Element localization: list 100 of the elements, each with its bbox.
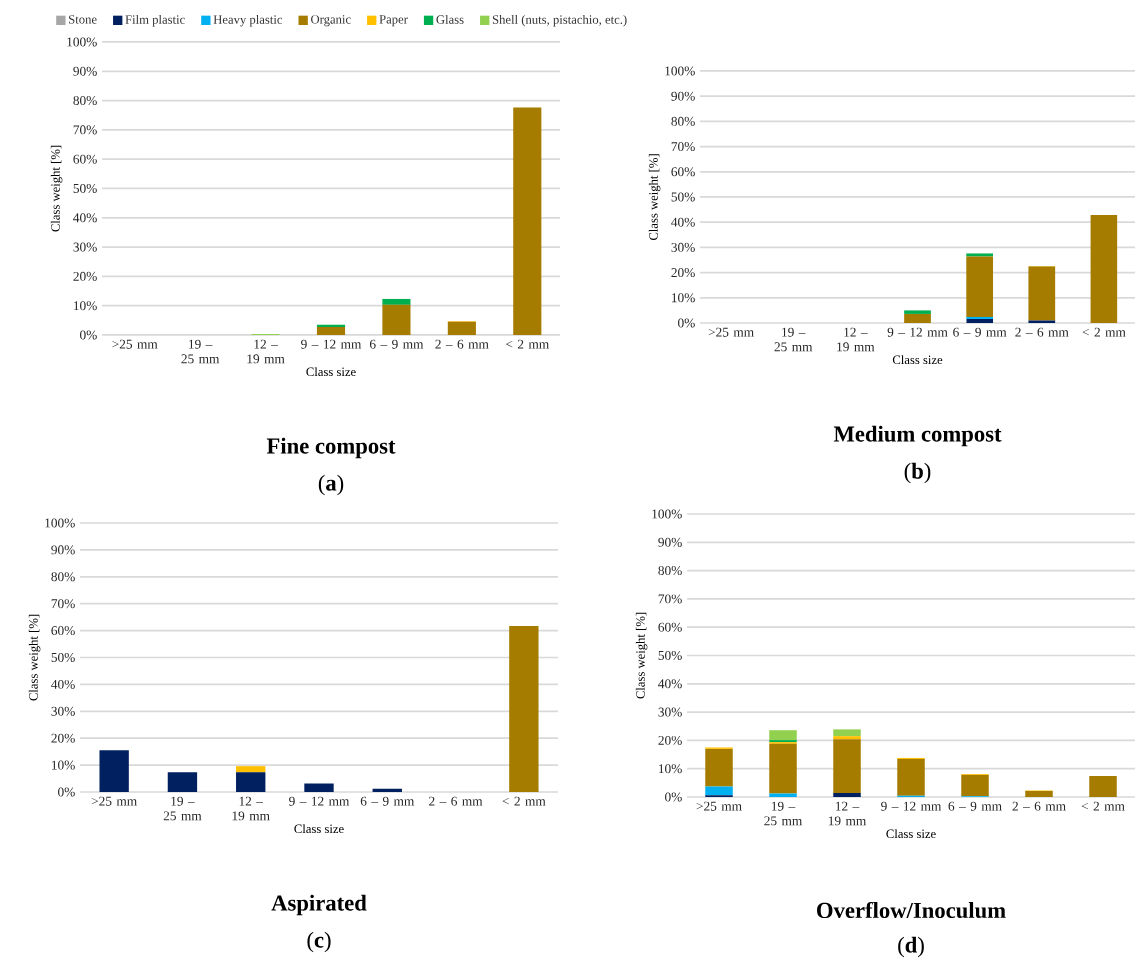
bar	[382, 298, 411, 305]
legend-label: Heavy plastic	[213, 14, 283, 27]
bar	[1089, 776, 1117, 797]
y-tick-label: 0%	[80, 330, 97, 340]
y-tick-label: 80%	[73, 96, 97, 106]
y-tick-label: 10%	[659, 764, 682, 774]
x-tick-label: 9 – 12 mm	[301, 339, 362, 349]
y-axis-title: Class weight [%]	[648, 154, 661, 241]
x-tick-label: < 2 mm	[506, 339, 549, 349]
y-tick-label: 90%	[671, 91, 695, 101]
y-tick-label: 30%	[73, 242, 97, 252]
y-tick-label: 30%	[671, 242, 695, 252]
x-axis-title: Class size	[306, 367, 356, 377]
x-tick-label: 6 – 9 mm	[953, 327, 1007, 337]
x-tick-label: 6 – 9 mm	[369, 339, 424, 349]
bar	[99, 750, 129, 792]
x-tick-label: 12 – 19 mm	[828, 801, 867, 826]
y-tick-label: 90%	[658, 537, 682, 547]
y-tick-label: 40%	[671, 217, 695, 227]
y-tick-label: 60%	[671, 167, 695, 177]
y-tick-label: 40%	[658, 679, 682, 689]
y-tick-label: 50%	[51, 652, 75, 663]
x-axis-title: Class size	[892, 355, 943, 365]
bar	[509, 626, 539, 792]
x-tick-label: 12 – 19 mm	[232, 796, 270, 821]
x-tick-label: 12 – 19 mm	[247, 339, 285, 364]
y-tick-label: 50%	[73, 183, 97, 194]
text: (c)	[307, 931, 331, 953]
y-tick-label: 100%	[665, 66, 695, 76]
bar	[1090, 214, 1118, 323]
y-tick-label: 60%	[51, 626, 75, 636]
bar	[1028, 266, 1056, 321]
y-tick-label: 80%	[671, 116, 695, 126]
x-axis-title: Class size	[294, 824, 344, 834]
y-tick-label: 60%	[73, 154, 97, 164]
text: Fine compost	[266, 437, 396, 459]
y-tick-label: 70%	[51, 599, 75, 609]
bar	[897, 759, 925, 796]
y-tick-label: 30%	[51, 706, 75, 716]
bar	[966, 253, 994, 257]
y-tick-label: 10%	[672, 293, 695, 303]
y-tick-label: 20%	[658, 735, 682, 745]
y-axis-title: Class weight [%]	[50, 145, 63, 232]
x-tick-label: >25 mm	[696, 801, 742, 811]
x-tick-label: 19 – 25 mm	[163, 796, 202, 821]
bar	[167, 772, 198, 792]
bar	[904, 310, 931, 314]
text: (a)	[318, 474, 344, 496]
y-tick-label: 70%	[73, 125, 97, 135]
x-tick-label: 9 – 12 mm	[881, 801, 942, 811]
y-tick-label: 0%	[678, 318, 695, 328]
bar	[833, 739, 861, 794]
y-tick-label: 50%	[658, 650, 682, 661]
y-axis-title: Class weight [%]	[635, 612, 648, 699]
bar	[1025, 791, 1053, 797]
y-tick-label: 90%	[73, 66, 97, 76]
x-tick-label: >25 mm	[708, 327, 754, 337]
legend-label: Shell (nuts, pistachio, etc.)	[492, 14, 627, 27]
y-tick-label: 70%	[658, 594, 682, 604]
bar	[372, 788, 402, 792]
x-tick-label: 19 – 25 mm	[774, 327, 813, 352]
x-tick-label: < 2 mm	[502, 796, 546, 806]
y-tick-label: 20%	[73, 271, 97, 281]
bar	[904, 313, 931, 323]
y-tick-label: 30%	[658, 707, 682, 717]
text: Aspirated	[271, 894, 367, 916]
bar	[304, 783, 334, 792]
x-tick-label: 19 – 25 mm	[764, 801, 803, 826]
y-tick-label: 100%	[45, 518, 75, 528]
x-tick-label: 6 – 9 mm	[948, 801, 1002, 811]
bar	[447, 321, 476, 335]
x-tick-label: 2 – 6 mm	[1012, 801, 1066, 811]
y-tick-label: 50%	[671, 192, 695, 202]
bar	[833, 736, 861, 740]
x-tick-label: 2 – 6 mm	[429, 796, 483, 806]
y-tick-label: 10%	[52, 760, 75, 770]
bar	[382, 304, 411, 335]
text: (b)	[904, 462, 931, 484]
y-tick-label: 60%	[658, 622, 682, 632]
y-tick-label: 40%	[73, 213, 97, 223]
bar	[833, 729, 861, 737]
legend-label: Paper	[379, 15, 408, 27]
bar	[833, 793, 861, 797]
y-axis-title: Class weight [%]	[28, 614, 41, 701]
x-tick-label: < 2 mm	[1082, 327, 1126, 337]
y-tick-label: 0%	[58, 787, 75, 797]
bar	[769, 730, 797, 741]
text: Overflow/Inoculum	[817, 901, 1006, 919]
x-tick-label: < 2 mm	[1081, 801, 1125, 811]
bar	[966, 318, 994, 323]
y-tick-label: 40%	[51, 679, 75, 689]
bar	[705, 786, 733, 796]
x-tick-label: 19 – 25 mm	[181, 339, 220, 364]
legend-label: Glass	[436, 14, 464, 24]
bar	[236, 766, 266, 773]
legend-label: Organic	[311, 15, 351, 27]
bar	[961, 774, 989, 797]
x-tick-label: >25 mm	[112, 339, 158, 349]
x-tick-label: 6 – 9 mm	[360, 796, 415, 806]
y-tick-label: 80%	[658, 566, 682, 576]
